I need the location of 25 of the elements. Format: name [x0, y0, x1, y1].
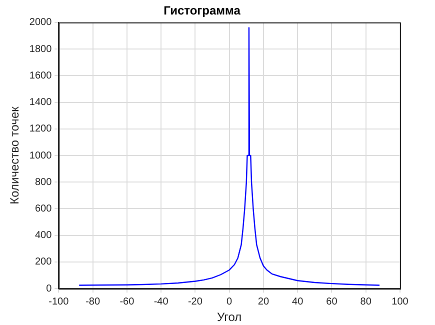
- y-tick-label: 1400: [29, 97, 52, 108]
- y-tick-label: 2000: [29, 17, 52, 28]
- y-tick-label: 800: [34, 176, 52, 188]
- y-tick-label: 0: [46, 283, 52, 294]
- y-tick-label: 1600: [29, 70, 52, 82]
- x-tick-label: -40: [154, 296, 169, 308]
- x-tick-label: 0: [226, 296, 233, 308]
- y-tick-label: 200: [34, 256, 52, 268]
- y-tick-label: 1200: [29, 124, 52, 135]
- y-tick-label: 1000: [29, 150, 52, 162]
- chart-title: Гистограмма: [164, 4, 241, 18]
- x-tick-label: 40: [292, 296, 304, 308]
- x-tick-label: 80: [360, 296, 372, 308]
- x-axis-title: Угол: [217, 310, 242, 324]
- y-tick-label: 600: [34, 203, 52, 214]
- y-tick-label: 400: [34, 230, 52, 242]
- x-tick-label: 20: [258, 296, 270, 308]
- x-tick-label: -80: [86, 296, 100, 308]
- x-tick-label: 100: [392, 296, 409, 308]
- x-tick-label: -20: [188, 296, 203, 308]
- x-tick-label: 60: [326, 296, 338, 308]
- x-tick-label: -60: [120, 296, 135, 308]
- y-tick-label: 1800: [29, 44, 52, 55]
- y-axis-title: Количество точек: [8, 106, 22, 204]
- x-tick-label: -100: [48, 296, 70, 308]
